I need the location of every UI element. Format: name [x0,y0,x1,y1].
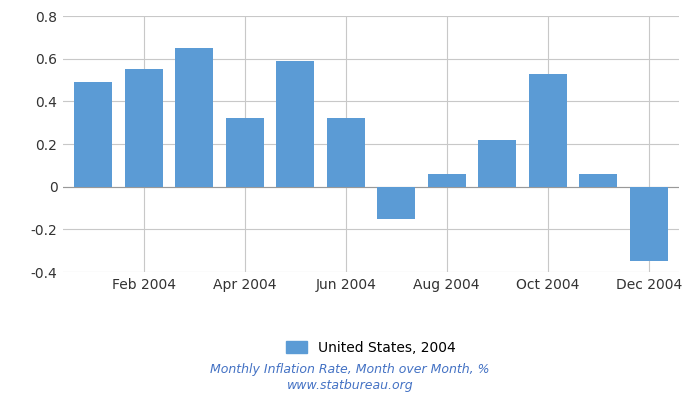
Bar [74,82,112,187]
Bar [175,48,214,187]
Bar [580,174,617,187]
Text: Monthly Inflation Rate, Month over Month, %: Monthly Inflation Rate, Month over Month… [210,364,490,376]
Bar [276,61,314,187]
Bar [528,74,567,187]
Bar [125,69,162,187]
Bar [428,174,466,187]
Bar [327,118,365,187]
Bar [478,140,516,187]
Bar [377,187,415,219]
Legend: United States, 2004: United States, 2004 [281,335,461,360]
Bar [226,118,264,187]
Bar [630,187,668,261]
Text: www.statbureau.org: www.statbureau.org [287,380,413,392]
